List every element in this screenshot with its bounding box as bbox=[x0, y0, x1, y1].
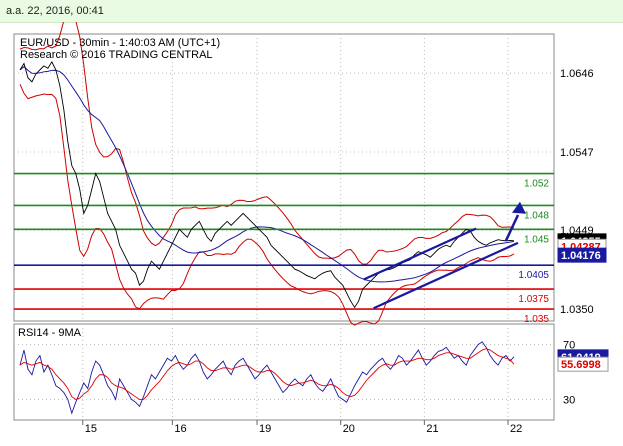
price-plot-frame bbox=[13, 33, 555, 322]
level-label: 1.0405 bbox=[518, 270, 549, 281]
level-label: 1.048 bbox=[524, 210, 549, 221]
y-tick-label: 1.0547 bbox=[560, 147, 594, 159]
lower-band-line bbox=[19, 84, 515, 326]
x-tick-label: 22 bbox=[510, 423, 522, 435]
price-line bbox=[19, 60, 515, 309]
level-label: 1.0375 bbox=[518, 294, 549, 305]
price-tag bbox=[557, 247, 607, 263]
eurusd-chart: 1.06461.05471.04491.03501.0521.0481.0451… bbox=[13, 22, 609, 435]
level-label: 1.045 bbox=[524, 234, 549, 245]
x-tick-label: 21 bbox=[426, 423, 438, 435]
forecast-arrow-head bbox=[511, 201, 526, 214]
rsi-price-tag-label: 55.6998 bbox=[561, 359, 601, 371]
rsi-price-tag bbox=[557, 356, 609, 372]
timestamp-bar: a.a. 22, 2016, 00:41 bbox=[0, 0, 623, 23]
price-tag-label: 1.04176 bbox=[561, 250, 601, 262]
channel-upper-line bbox=[363, 227, 477, 281]
rsi-y-tick-label: 30 bbox=[563, 394, 575, 406]
forecast-arrow-shaft bbox=[504, 214, 520, 242]
rsi-title: RSI14 - 9MA bbox=[18, 327, 82, 339]
y-tick-label: 1.0646 bbox=[560, 68, 594, 80]
y-tick-label: 1.0350 bbox=[560, 304, 594, 316]
rsi-y-tick-label: 70 bbox=[563, 340, 575, 352]
x-tick-label: 19 bbox=[259, 423, 271, 435]
chart-title: EUR/USD - 30min - 1:40:03 AM (UTC+1) bbox=[20, 37, 220, 49]
rsi-ma-line bbox=[19, 348, 515, 400]
x-tick-label: 16 bbox=[174, 423, 186, 435]
x-tick-label: 15 bbox=[85, 423, 97, 435]
upper-band-line bbox=[19, 22, 515, 265]
timestamp: a.a. 22, 2016, 00:41 bbox=[6, 5, 104, 17]
chart-subtitle: Research © 2016 TRADING CENTRAL bbox=[20, 49, 213, 61]
moving-average-line bbox=[19, 66, 515, 283]
level-label: 1.035 bbox=[524, 314, 549, 325]
channel-lower-line bbox=[373, 241, 519, 310]
x-tick-label: 20 bbox=[343, 423, 355, 435]
level-label: 1.052 bbox=[524, 179, 549, 190]
rsi-plot-frame bbox=[13, 323, 555, 421]
